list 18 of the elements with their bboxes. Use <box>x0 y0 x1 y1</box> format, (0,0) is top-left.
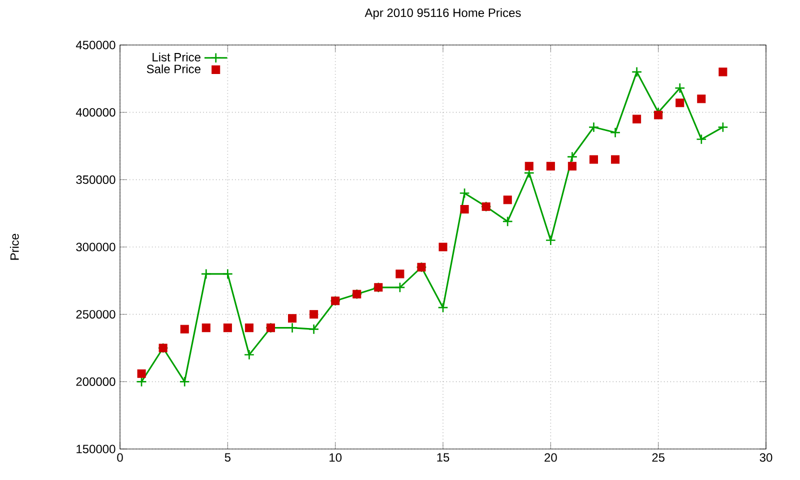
x-tick-label: 10 <box>330 453 342 462</box>
y-tick-label: 200000 <box>76 377 116 386</box>
legend-label: List Price <box>152 52 200 62</box>
x-tick-label: 20 <box>544 453 557 462</box>
chart-title: Apr 2010 95116 Home Prices <box>364 8 521 20</box>
y-tick-label: 450000 <box>76 40 116 50</box>
x-tick-label: 30 <box>760 453 772 462</box>
y-axis-title: Price <box>10 234 19 260</box>
legend-label: Sale Price <box>146 64 200 74</box>
x-tick-label: 15 <box>437 453 450 462</box>
y-tick-label: 400000 <box>76 108 116 117</box>
y-tick-label: 350000 <box>76 175 116 184</box>
x-tick-label: 0 <box>117 453 123 462</box>
x-tick-label: 5 <box>224 453 230 462</box>
x-tick-label: 25 <box>652 453 664 462</box>
y-tick-label: 250000 <box>76 310 116 319</box>
y-tick-label: 300000 <box>76 242 116 252</box>
y-tick-label: 150000 <box>76 444 116 454</box>
